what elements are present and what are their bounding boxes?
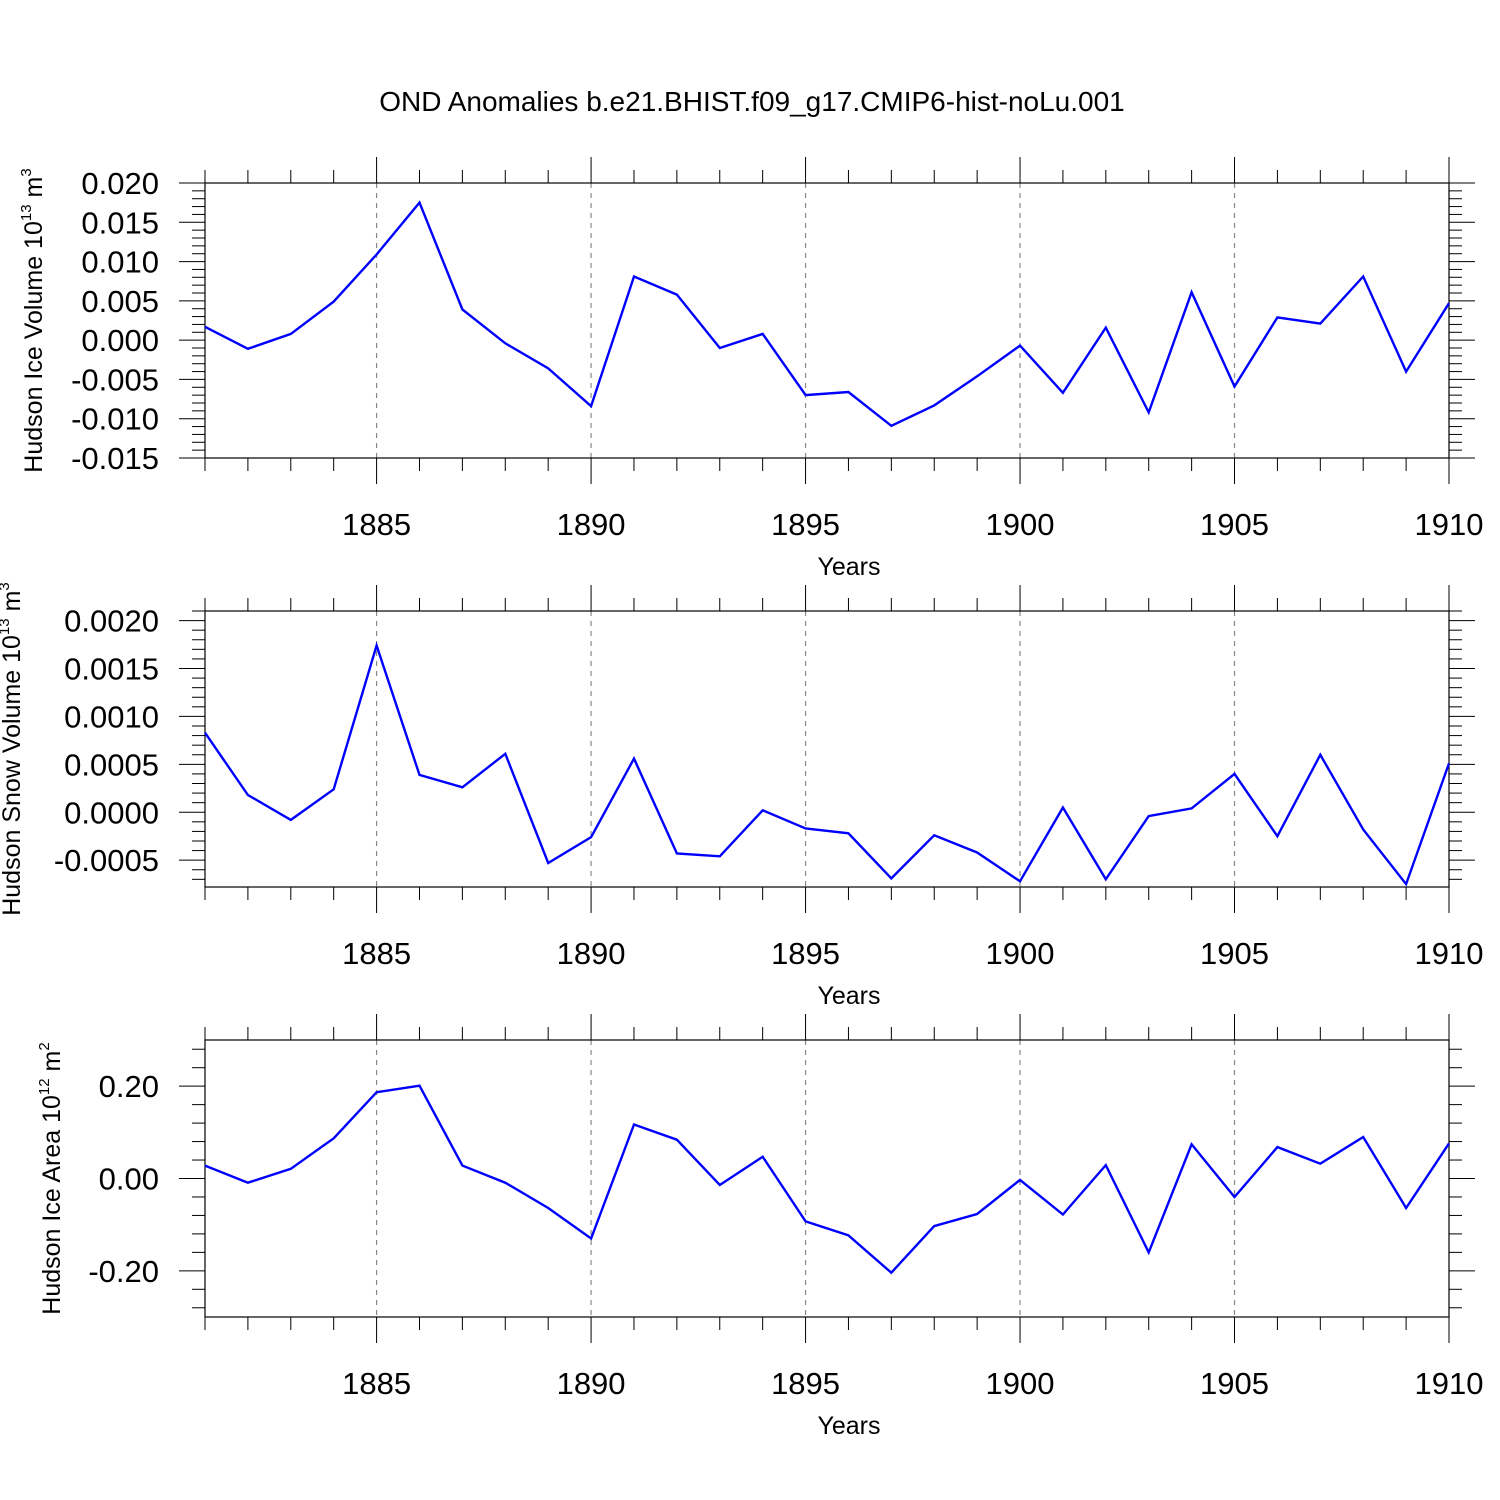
y-tick-label: -0.005 [71, 362, 159, 397]
panel-2: -0.0005 0.0000 0.0005 0.0010 0.0015 0.0020 188… [0, 582, 1483, 1010]
y-axis-title-part: 3 [0, 582, 13, 590]
panels: -0.015 -0.010 -0.005 0.000 0.005 0.010 0.015 0.… [0, 157, 1483, 1440]
y-tick-label: 0.0020 [64, 604, 159, 639]
x-tick-label: 1885 [342, 507, 411, 542]
y-tick-label: 0.015 [81, 205, 159, 240]
panel-1: -0.015 -0.010 -0.005 0.000 0.005 0.010 0.015 0.… [18, 157, 1483, 581]
panel-3: -0.20 0.00 0.20 1885 1890 1895 1900 1905 1910 Yea… [36, 1014, 1483, 1440]
x-tick-label: 1900 [986, 1366, 1055, 1401]
y-tick-label: 0.00 [99, 1162, 159, 1197]
y-axis-title-part: 13 [18, 204, 35, 221]
x-axis-title: Years [817, 982, 880, 1010]
y-tick-label: 0.0000 [64, 795, 159, 830]
plot-frame [204, 182, 1450, 459]
x-axis-title: Years [817, 553, 880, 581]
x-tick-label: 1890 [557, 507, 626, 542]
y-tick-label: 0.005 [81, 284, 159, 319]
y-tick-label: 0.0005 [64, 747, 159, 782]
x-tick-label: 1905 [1200, 1366, 1269, 1401]
x-tick-label: 1895 [771, 507, 840, 542]
x-tick-label: 1890 [557, 1366, 626, 1401]
y-tick-label: 0.020 [81, 166, 159, 201]
y-tick-label: 0.0010 [64, 699, 159, 734]
x-tick-label: 1895 [771, 936, 840, 971]
plot-frame [204, 610, 1450, 888]
y-axis-title-part: Hudson Ice Volume 10 [20, 221, 48, 473]
x-tick-label: 1900 [986, 507, 1055, 542]
series-line [204, 1084, 1450, 1275]
y-tick-label: 0.0015 [64, 652, 159, 687]
y-tick-label: -0.015 [71, 441, 159, 476]
y-axis-title-part: 12 [36, 1078, 53, 1095]
series-line [204, 641, 1451, 887]
x-tick-label: 1910 [1415, 507, 1484, 542]
y-axis-title: Hudson Ice Area 1012 m2 [36, 1042, 66, 1314]
x-tick-label: 1895 [771, 1366, 840, 1401]
x-tick-label: 1905 [1200, 936, 1269, 971]
y-tick-label: -0.20 [88, 1254, 159, 1289]
y-axis-title-part: m [20, 177, 48, 205]
y-tick-label: 0.20 [99, 1069, 159, 1104]
x-tick-label: 1910 [1415, 1366, 1484, 1401]
y-tick-label: 0.000 [81, 323, 159, 358]
x-tick-label: 1910 [1415, 936, 1484, 971]
y-tick-label: 0.010 [81, 245, 159, 280]
y-tick-label: -0.0005 [54, 843, 159, 878]
y-axis-title-part: 13 [0, 618, 13, 635]
y-axis-title-part: 2 [36, 1042, 53, 1050]
plot-frame [204, 1039, 1450, 1318]
figure-title: OND Anomalies b.e21.BHIST.f09_g17.CMIP6-… [379, 86, 1125, 117]
x-tick-label: 1885 [342, 936, 411, 971]
x-axis-title: Years [817, 1412, 880, 1440]
y-axis-title: Hudson Ice Volume 1013 m3 [18, 168, 48, 472]
y-axis-title-part: 3 [18, 168, 35, 176]
y-axis-title-part: Hudson Snow Volume 10 [0, 635, 26, 916]
x-tick-label: 1890 [557, 936, 626, 971]
series-line [204, 200, 1451, 428]
y-axis-title-part: Hudson Ice Area 10 [38, 1095, 66, 1315]
y-axis-title: Hudson Snow Volume 1013 m3 [0, 582, 26, 916]
y-axis-title-part: m [0, 591, 26, 619]
x-tick-label: 1905 [1200, 507, 1269, 542]
x-tick-label: 1885 [342, 1366, 411, 1401]
x-tick-label: 1900 [986, 936, 1055, 971]
y-tick-label: -0.010 [71, 402, 159, 437]
y-axis-title-part: m [38, 1051, 66, 1079]
